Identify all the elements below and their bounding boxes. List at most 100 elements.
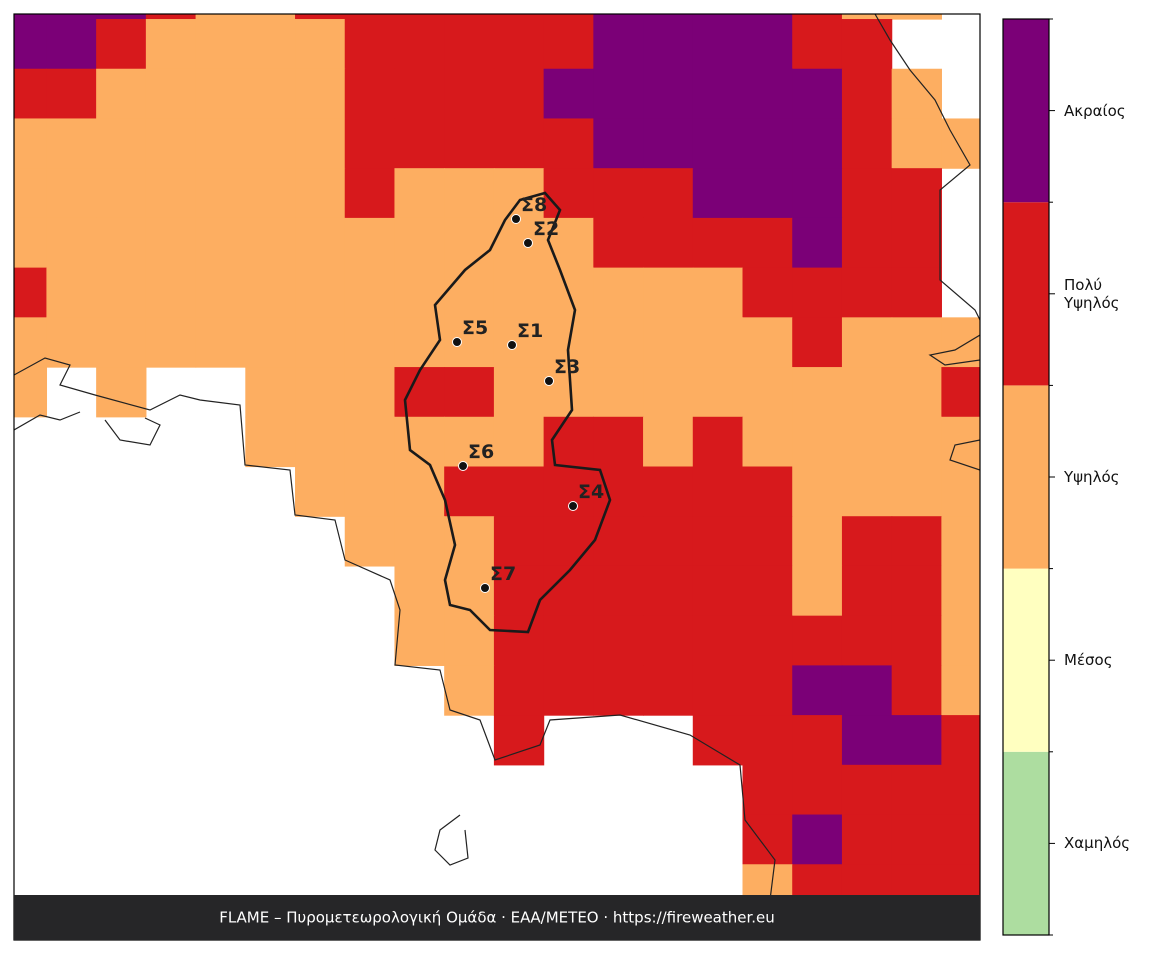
cell — [792, 317, 843, 368]
cell — [593, 19, 644, 70]
cell — [792, 68, 843, 120]
cell — [444, 367, 495, 418]
cell — [543, 615, 594, 666]
cell — [14, 168, 48, 219]
footer-bar — [14, 895, 980, 940]
cell — [493, 466, 545, 517]
cell — [295, 168, 346, 219]
cell — [195, 118, 246, 169]
cell — [742, 217, 793, 269]
cell — [245, 118, 296, 169]
cell — [145, 68, 197, 120]
cell — [543, 565, 594, 617]
cell — [394, 168, 445, 219]
cell — [444, 665, 495, 716]
cell — [145, 168, 197, 219]
cell — [692, 615, 744, 666]
cell — [593, 615, 644, 666]
cell — [444, 68, 495, 120]
cell — [891, 68, 942, 120]
station-label: Σ2 — [533, 218, 559, 240]
cell — [692, 367, 744, 418]
station-marker — [480, 583, 490, 593]
cell — [792, 516, 843, 567]
coast — [14, 411, 81, 431]
cell — [891, 715, 942, 766]
cell — [46, 267, 97, 318]
cell — [891, 516, 942, 567]
cell — [493, 317, 545, 368]
cell — [14, 68, 48, 120]
cell — [444, 118, 495, 169]
cell — [543, 516, 594, 567]
station-label: Σ3 — [554, 356, 580, 378]
cell — [394, 118, 445, 169]
cell — [344, 466, 396, 517]
cell — [891, 665, 942, 716]
cell — [941, 764, 980, 816]
cell — [841, 715, 893, 766]
cell — [493, 367, 545, 418]
cell — [46, 118, 97, 169]
cell — [891, 615, 942, 666]
cell — [841, 267, 893, 318]
cell — [46, 317, 97, 368]
cell — [96, 317, 147, 368]
cell — [444, 19, 495, 70]
station-label: Σ1 — [517, 320, 543, 342]
cell — [692, 665, 744, 716]
cell — [394, 14, 445, 20]
cell — [841, 317, 893, 368]
cell — [295, 267, 346, 318]
cell — [841, 118, 893, 169]
region-outline — [403, 191, 612, 634]
colorbar-frame — [1002, 18, 1050, 936]
cell — [344, 68, 396, 120]
cell — [643, 665, 694, 716]
cell — [841, 814, 893, 865]
cell — [891, 814, 942, 865]
cell — [792, 466, 843, 517]
cell — [891, 416, 942, 468]
cell — [593, 416, 644, 468]
cell — [493, 19, 545, 70]
cell — [742, 317, 793, 368]
cell — [643, 68, 694, 120]
cell — [593, 565, 644, 617]
cell — [742, 715, 793, 766]
cell — [444, 217, 495, 269]
cell — [245, 317, 296, 368]
cell — [941, 814, 980, 865]
cell — [394, 68, 445, 120]
cell — [593, 168, 644, 219]
station-marker — [523, 238, 533, 248]
cell — [841, 764, 893, 816]
cell — [692, 317, 744, 368]
station-marker — [458, 461, 468, 471]
cell — [245, 267, 296, 318]
cell — [792, 19, 843, 70]
cell — [195, 14, 246, 20]
cell — [295, 317, 346, 368]
cell — [96, 217, 147, 269]
coast — [104, 417, 161, 446]
cell — [493, 416, 545, 468]
cell — [593, 14, 644, 20]
cell — [841, 516, 893, 567]
cell — [344, 168, 396, 219]
colorbar-label: Πολύ Υψηλός — [1064, 275, 1120, 312]
cell — [941, 715, 980, 766]
cell — [493, 516, 545, 567]
cell — [295, 19, 346, 70]
cell — [245, 68, 296, 120]
cell — [543, 665, 594, 716]
cell — [643, 317, 694, 368]
cell — [941, 615, 980, 666]
cell — [493, 68, 545, 120]
cell — [841, 68, 893, 120]
cell — [692, 267, 744, 318]
cell — [195, 267, 246, 318]
cell — [245, 168, 296, 219]
cell — [891, 267, 942, 318]
